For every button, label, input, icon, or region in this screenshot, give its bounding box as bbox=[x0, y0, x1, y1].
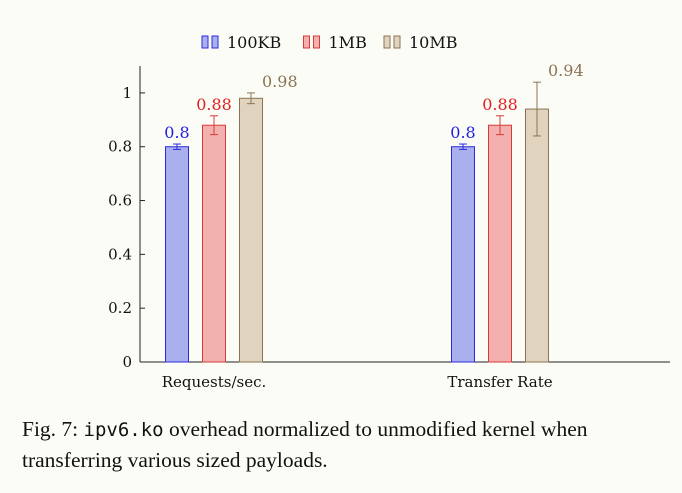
y-tick-label: 0 bbox=[122, 353, 132, 371]
data-label: 0.8 bbox=[164, 123, 189, 142]
legend-label: 100KB bbox=[227, 33, 281, 52]
y-tick-label: 0.4 bbox=[108, 245, 132, 263]
y-tick-label: 0.8 bbox=[108, 138, 132, 156]
legend-swatch bbox=[201, 35, 209, 49]
data-label: 0.94 bbox=[548, 61, 584, 80]
legend-swatch bbox=[303, 35, 310, 49]
x-tick-label: Transfer Rate bbox=[447, 373, 552, 391]
y-tick-label: 1 bbox=[122, 84, 132, 102]
x-tick-label: Requests/sec. bbox=[162, 373, 267, 391]
data-label: 0.98 bbox=[262, 72, 298, 91]
data-label: 0.8 bbox=[450, 123, 475, 142]
bar bbox=[202, 124, 226, 363]
bar-chart: 0 0.2 0.4 0.6 0.8 1 0.8 0.88 0.98 Requests/sec. 0.… bbox=[108, 33, 670, 391]
caption-text: overhead normalized to unmodified kernel… bbox=[22, 417, 588, 472]
legend-swatch bbox=[383, 35, 391, 49]
legend-label: 10MB bbox=[409, 33, 458, 52]
bar bbox=[488, 124, 512, 363]
data-label: 0.88 bbox=[482, 95, 518, 114]
y-tick-label: 0.2 bbox=[108, 299, 132, 317]
bar bbox=[525, 108, 549, 363]
bar bbox=[165, 146, 189, 363]
caption-prefix: Fig. 7: bbox=[22, 417, 84, 441]
caption-code: ipv6.ko bbox=[83, 419, 164, 441]
y-tick-label: 0.6 bbox=[108, 192, 132, 210]
bar bbox=[239, 97, 263, 363]
figure-caption: Fig. 7: ipv6.ko overhead normalized to u… bbox=[22, 414, 672, 475]
legend-swatch bbox=[393, 35, 401, 49]
legend-label: 1MB bbox=[329, 33, 367, 52]
data-label: 0.88 bbox=[196, 95, 232, 114]
legend-swatch bbox=[313, 35, 320, 49]
legend-swatch bbox=[211, 35, 219, 49]
bar bbox=[451, 146, 475, 363]
